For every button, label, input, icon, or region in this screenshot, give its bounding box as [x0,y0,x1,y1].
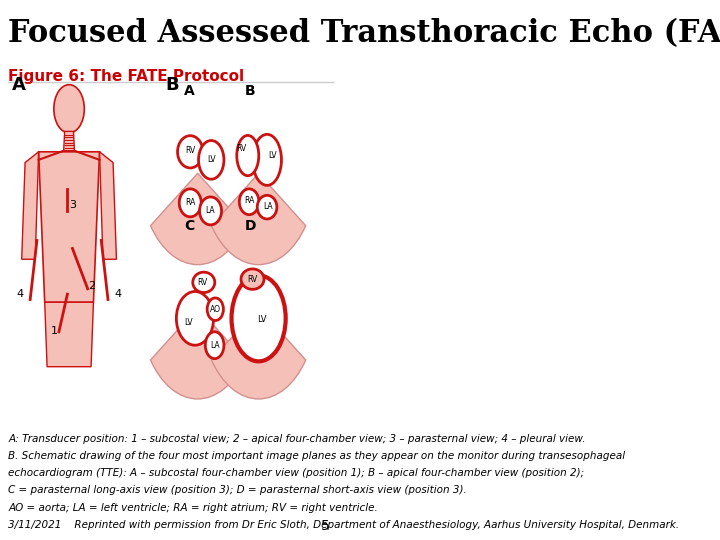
Polygon shape [39,152,99,302]
Text: 4: 4 [114,289,122,299]
Text: 4: 4 [17,289,24,299]
Text: echocardiogram (TTE): A – subcostal four-chamber view (position 1); B – apical f: echocardiogram (TTE): A – subcostal four… [8,468,585,478]
Text: Focused Assessed Transthoracic Echo (FATE) protocol: Focused Assessed Transthoracic Echo (FAT… [8,17,720,49]
Ellipse shape [199,140,224,179]
Ellipse shape [179,189,201,217]
Text: 2: 2 [89,281,96,291]
Text: A: A [12,76,25,94]
Text: 3/11/2021    Reprinted with permission from Dr Eric Sloth, Department of Anaesth: 3/11/2021 Reprinted with permission from… [8,520,679,530]
Circle shape [232,275,286,361]
Text: A: Transducer position: 1 – subcostal view; 2 – apical four-chamber view; 3 – pa: A: Transducer position: 1 – subcostal vi… [8,434,585,444]
Text: 3: 3 [70,200,76,210]
Text: A: A [184,84,195,98]
Ellipse shape [199,197,222,225]
Ellipse shape [193,272,215,293]
Ellipse shape [176,292,214,345]
Text: B: B [245,84,256,98]
Wedge shape [212,308,306,399]
Text: C: C [184,219,194,233]
Polygon shape [99,152,117,259]
Text: D: D [245,219,256,233]
Text: 5: 5 [321,519,330,533]
Text: B: B [166,76,179,94]
Text: LV: LV [207,156,216,164]
Text: RV: RV [185,146,195,155]
Text: LA: LA [206,206,215,215]
Text: LV: LV [257,315,266,325]
Text: RA: RA [185,198,195,207]
Text: LA: LA [210,341,220,350]
Text: 1: 1 [50,327,58,336]
Text: AO = aorta; LA = left ventricle; RA = right atrium; RV = right ventricle.: AO = aorta; LA = left ventricle; RA = ri… [8,503,378,512]
Text: B. Schematic drawing of the four most important image planes as they appear on t: B. Schematic drawing of the four most im… [8,451,625,461]
Text: LV: LV [184,318,192,327]
Ellipse shape [205,332,224,359]
Text: LA: LA [264,201,273,211]
Text: RV: RV [237,144,247,153]
Text: RV: RV [197,278,208,287]
Text: LV: LV [269,151,277,160]
Ellipse shape [253,134,282,185]
Ellipse shape [257,195,277,219]
Text: AO: AO [210,305,221,314]
Circle shape [54,85,84,133]
Text: RV: RV [248,275,258,284]
Ellipse shape [178,136,203,168]
Ellipse shape [241,269,264,289]
Text: C = parasternal long-axis view (position 3); D = parasternal short-axis view (po: C = parasternal long-axis view (position… [8,485,467,495]
Wedge shape [150,173,245,265]
Wedge shape [212,173,306,265]
Polygon shape [45,302,94,367]
Ellipse shape [237,136,258,176]
Ellipse shape [207,298,223,321]
Text: RA: RA [244,196,254,205]
Ellipse shape [239,189,259,215]
Polygon shape [22,152,39,259]
Text: Figure 6: The FATE Protocol: Figure 6: The FATE Protocol [8,69,244,84]
Wedge shape [150,308,245,399]
Polygon shape [63,131,74,151]
